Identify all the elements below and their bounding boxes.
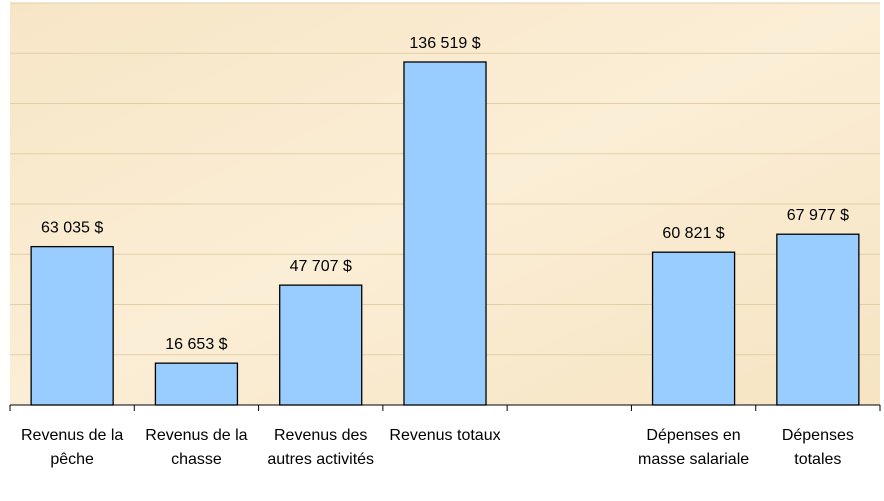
x-tick-label: Dépenses en masse salariale bbox=[637, 427, 750, 468]
data-label: 16 653 $ bbox=[165, 336, 227, 353]
data-label: 136 519 $ bbox=[409, 35, 480, 52]
data-label: 47 707 $ bbox=[290, 258, 352, 275]
bar bbox=[30, 245, 114, 406]
data-label: 63 035 $ bbox=[41, 220, 103, 237]
bar bbox=[776, 233, 860, 406]
x-tick-label: Revenus des autres activités bbox=[267, 427, 375, 468]
x-tick-label: Revenus de la pêche bbox=[20, 427, 124, 468]
bar bbox=[154, 362, 239, 406]
x-tick-label: Revenus totaux bbox=[389, 427, 501, 444]
bar bbox=[651, 251, 736, 406]
x-tick-label: Dépenses totales bbox=[781, 427, 854, 468]
x-tick-label: Revenus de la chasse bbox=[145, 427, 248, 468]
data-label: 60 821 $ bbox=[662, 225, 724, 242]
bar bbox=[279, 284, 363, 406]
data-label: 67 977 $ bbox=[787, 207, 849, 224]
bar bbox=[403, 61, 487, 406]
